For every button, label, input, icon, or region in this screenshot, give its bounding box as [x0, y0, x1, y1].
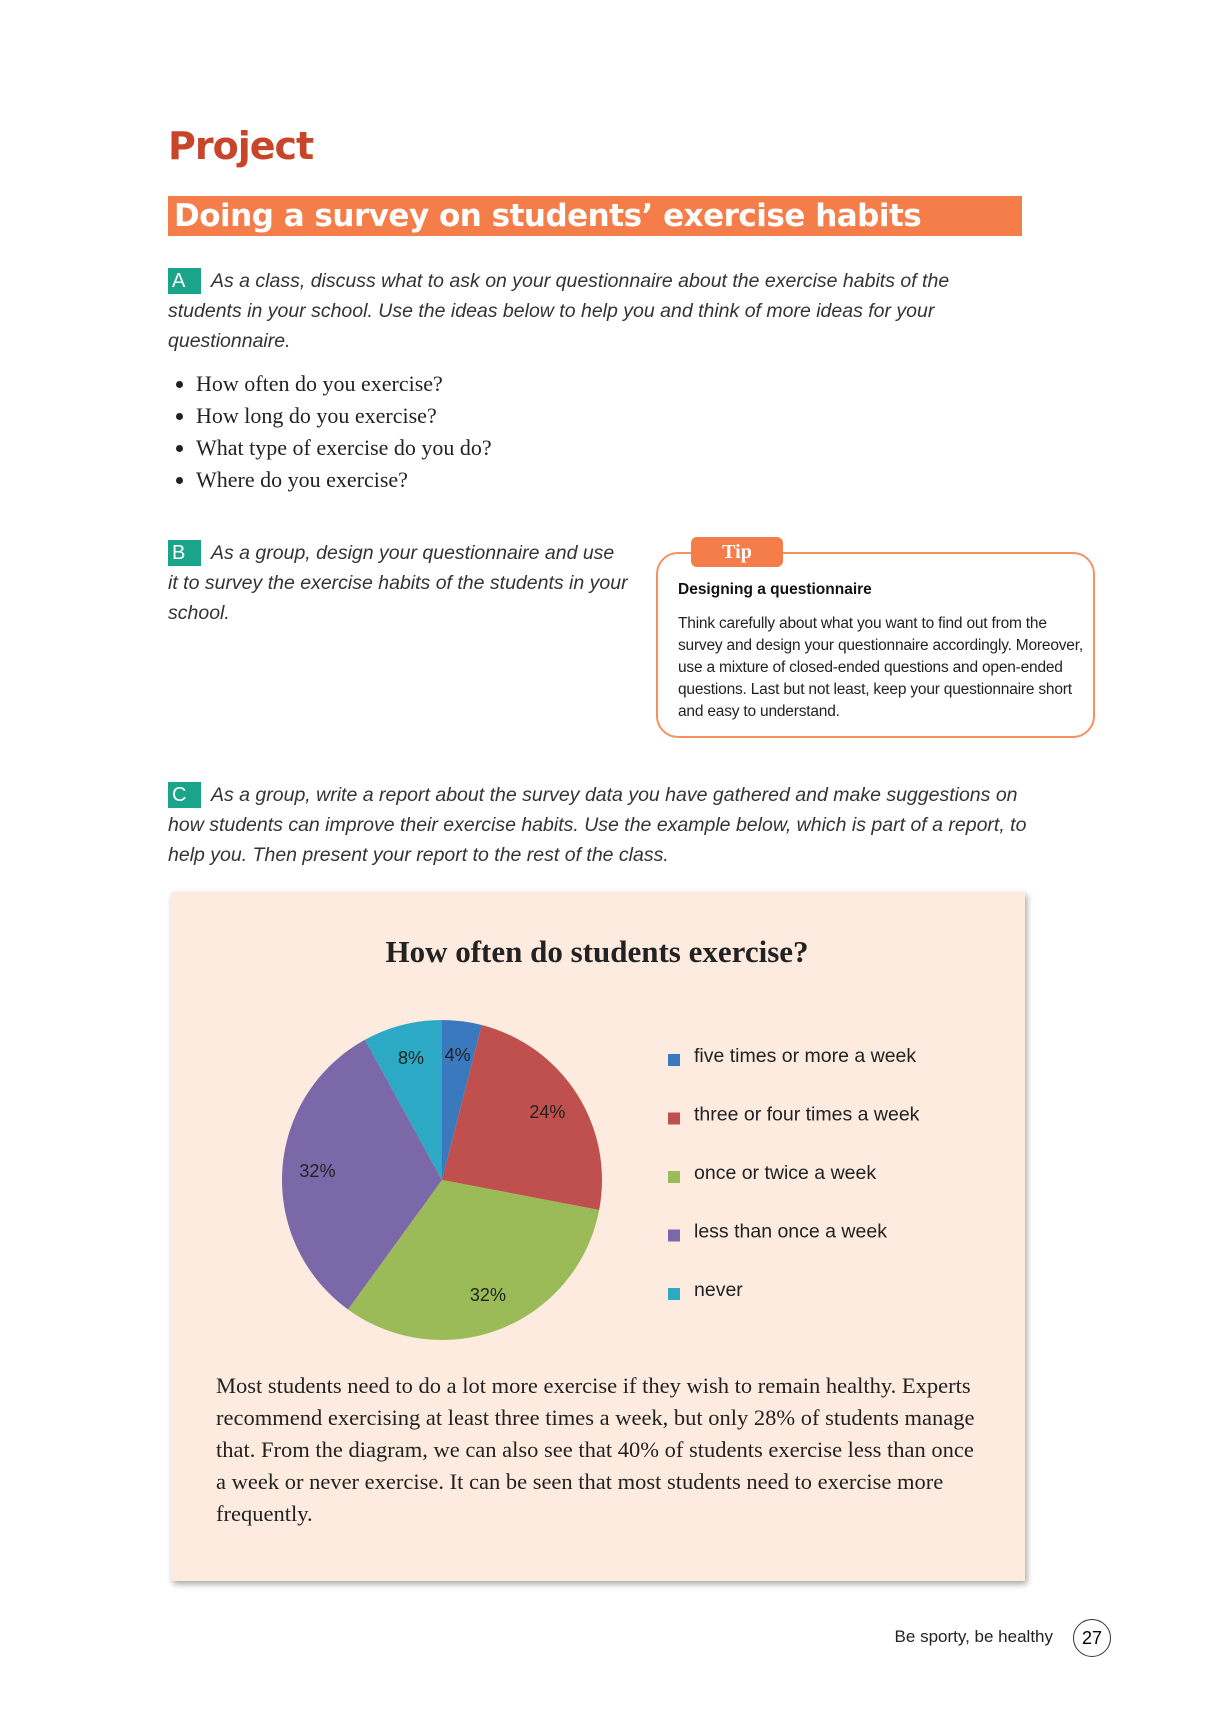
- legend-swatch: [668, 1112, 680, 1125]
- legend-swatch: [668, 1054, 680, 1066]
- section-text: As a group, write a report about the sur…: [168, 784, 1027, 866]
- section-label: C: [168, 782, 201, 808]
- legend-swatch: [668, 1229, 680, 1242]
- chart-title: How often do students exercise?: [385, 934, 808, 969]
- section-text: As a group, design your questionnaire an…: [168, 542, 628, 624]
- slice-label: 8%: [398, 1048, 424, 1068]
- tip-tab: Tip: [691, 537, 783, 567]
- bullet-item: Where do you exercise?: [196, 464, 492, 496]
- section-label: A: [168, 268, 201, 294]
- legend-label: never: [694, 1279, 743, 1301]
- slice-label: 24%: [529, 1102, 565, 1122]
- legend-swatch: [668, 1171, 680, 1183]
- section-c: C As a group, write a report about the su…: [168, 780, 1028, 870]
- section-a: A As a class, discuss what to ask on your…: [168, 266, 998, 356]
- legend-label: less than once a week: [694, 1221, 887, 1243]
- slice-label: 32%: [299, 1161, 335, 1181]
- section-b: B As a group, design your questionnaire a…: [168, 538, 628, 628]
- legend-swatch: [668, 1288, 680, 1300]
- tip-text: Think carefully about what you want to f…: [678, 615, 1083, 720]
- tip-box: [656, 552, 1095, 738]
- pie-slice: [281, 1039, 442, 1310]
- bullet-item: How long do you exercise?: [196, 400, 492, 432]
- slice-label: 4%: [445, 1045, 471, 1065]
- bullet-item: How often do you exercise?: [196, 368, 492, 400]
- pie-slice: [347, 1180, 600, 1340]
- legend-label: once or twice a week: [694, 1162, 876, 1184]
- legend-label: five times or more a week: [694, 1045, 916, 1067]
- subtitle-bar: Doing a survey on students’ exercise hab…: [168, 196, 1022, 236]
- legend-label: three or four times a week: [694, 1104, 920, 1126]
- page-number: 27: [1073, 1619, 1111, 1657]
- section-text: As a class, discuss what to ask on your …: [168, 270, 950, 352]
- footer-text: Be sporty, be healthy: [894, 1627, 1053, 1646]
- bullet-list: How often do you exercise?How long do yo…: [168, 368, 492, 496]
- bullet-item: What type of exercise do you do?: [196, 432, 492, 464]
- pie-slice: [442, 1025, 602, 1210]
- tip-heading: Designing a questionnaire: [678, 581, 872, 598]
- report-text: Most students need to do a lot more exer…: [216, 1373, 975, 1526]
- pie-slice: [442, 1020, 482, 1180]
- slice-label: 32%: [470, 1285, 506, 1305]
- page-title: Project: [168, 124, 314, 168]
- pie-slice: [364, 1020, 442, 1180]
- section-label: B: [168, 540, 201, 566]
